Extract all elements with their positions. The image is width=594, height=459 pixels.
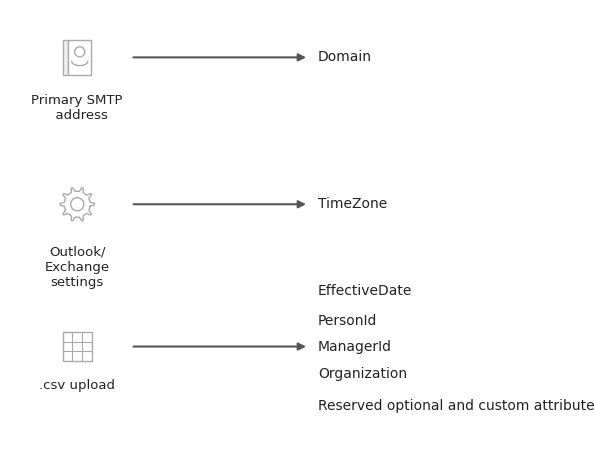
Text: ManagerId: ManagerId xyxy=(318,340,392,353)
Circle shape xyxy=(71,198,84,211)
Text: PersonId: PersonId xyxy=(318,314,377,328)
Bar xyxy=(68,39,91,75)
Circle shape xyxy=(75,47,85,57)
Bar xyxy=(63,332,91,361)
Text: Organization: Organization xyxy=(318,367,407,381)
Text: Outlook/
Exchange
settings: Outlook/ Exchange settings xyxy=(45,246,110,289)
Text: TimeZone: TimeZone xyxy=(318,197,387,211)
Text: Domain: Domain xyxy=(318,50,372,64)
Polygon shape xyxy=(60,188,94,221)
Text: Primary SMTP
  address: Primary SMTP address xyxy=(31,94,123,122)
Bar xyxy=(64,39,68,75)
Text: .csv upload: .csv upload xyxy=(39,379,115,392)
Text: Reserved optional and custom attributes: Reserved optional and custom attributes xyxy=(318,399,594,413)
Text: EffectiveDate: EffectiveDate xyxy=(318,285,412,298)
